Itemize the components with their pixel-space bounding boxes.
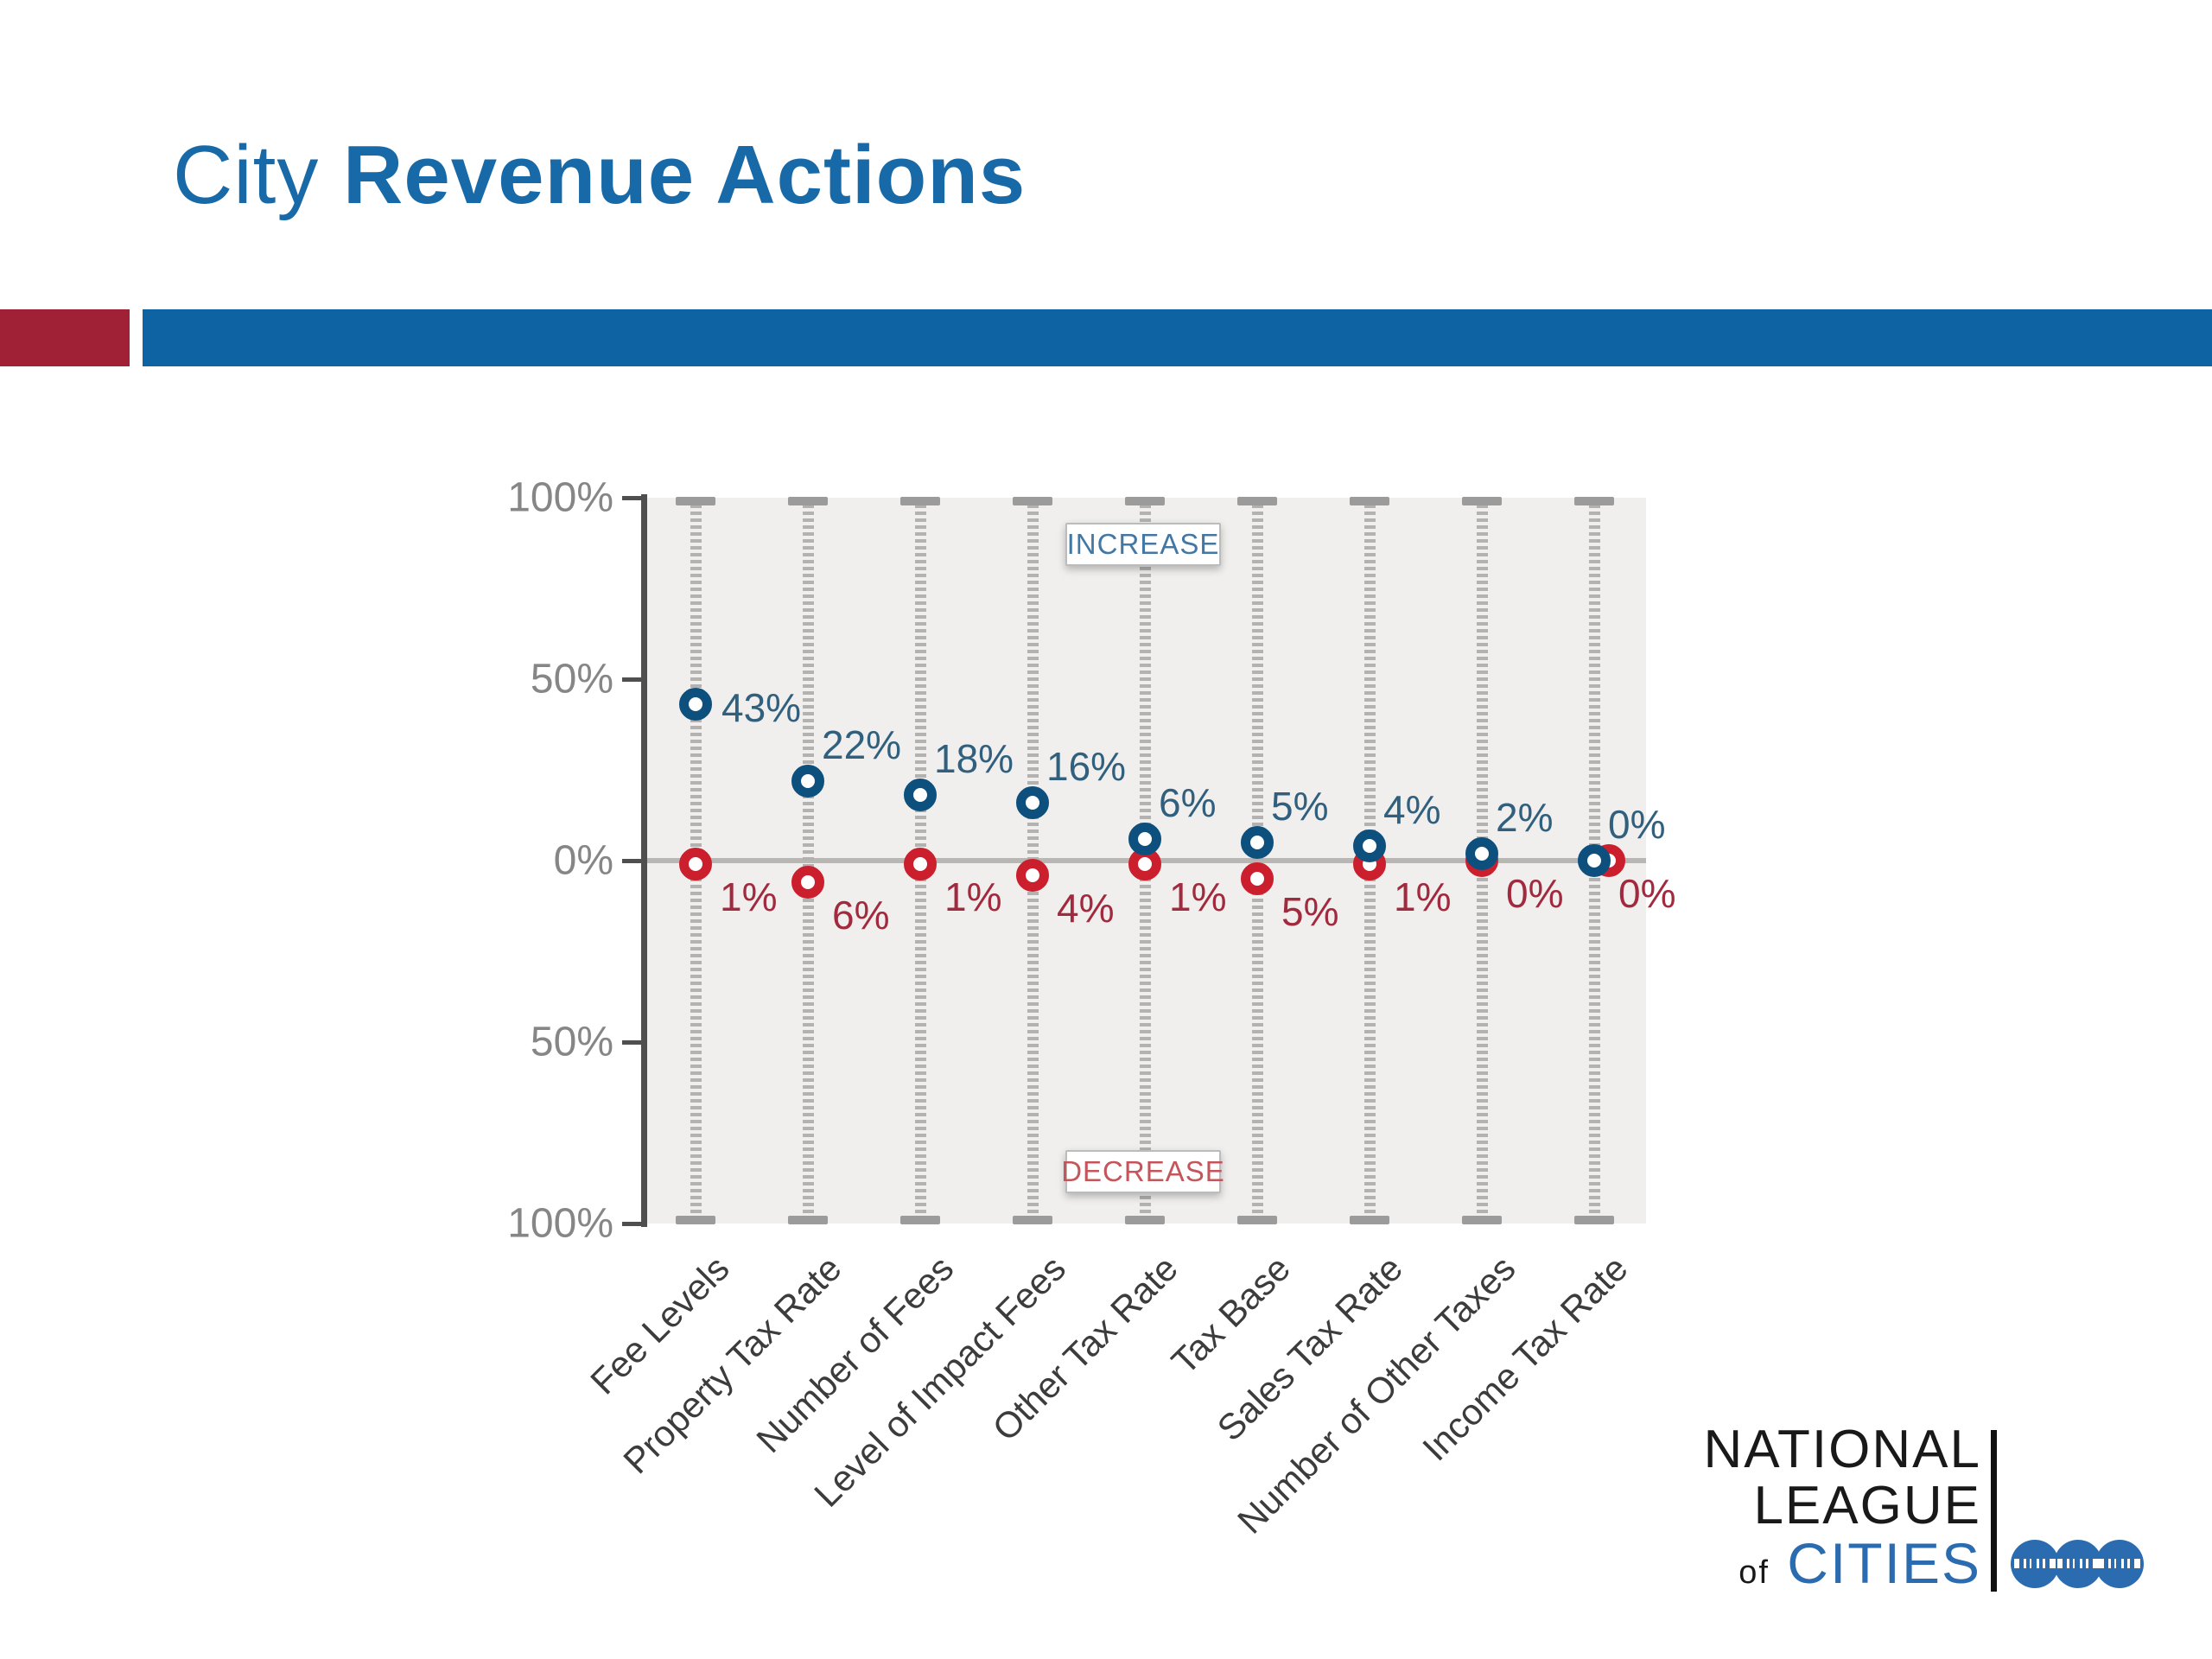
- stem-bottom-cap: [1237, 1216, 1277, 1224]
- increase-annotation-label: INCREASE: [1066, 528, 1220, 560]
- increase-marker: [1465, 836, 1498, 870]
- stem-bottom-cap: [1013, 1216, 1052, 1224]
- increase-value-label: 6%: [1159, 779, 1217, 825]
- y-axis-tick-label: 100%: [507, 1200, 613, 1247]
- stem-bottom-cap: [1462, 1216, 1502, 1224]
- increase-value-label: 16%: [1046, 743, 1127, 789]
- y-axis-line: [641, 494, 647, 1227]
- decrease-annotation-label: DECREASE: [1061, 1155, 1225, 1187]
- increase-value-label: 5%: [1271, 784, 1329, 829]
- logo-line-of-cities: of CITIES: [1704, 1534, 1981, 1602]
- y-axis-tick: [622, 496, 643, 500]
- city-skyline-circles-icon: [2011, 1540, 2144, 1588]
- stem-top-cap: [676, 497, 715, 505]
- increase-marker: [904, 779, 937, 812]
- decrease-marker: [791, 866, 824, 899]
- increase-marker: [791, 764, 824, 798]
- y-axis-tick-label: 0%: [553, 837, 613, 884]
- decrease-marker: [1241, 862, 1274, 895]
- increase-marker: [1353, 830, 1386, 863]
- increase-value-label: 4%: [1383, 787, 1441, 833]
- logo-line-league: LEAGUE: [1753, 1476, 1981, 1535]
- decrease-value-label: 4%: [1057, 885, 1115, 931]
- national-league-of-cities-logo: NATIONAL LEAGUE of CITIES: [1642, 1421, 2177, 1620]
- increase-value-label: 18%: [934, 736, 1014, 782]
- y-axis-tick-label: 100%: [507, 474, 613, 521]
- stem-top-cap: [1237, 497, 1277, 505]
- category-stem: [802, 505, 814, 1217]
- title-words-revenue-actions: Revenue Actions: [343, 129, 1027, 221]
- y-axis-tick: [622, 859, 643, 863]
- decrease-value-label: 0%: [1618, 871, 1676, 916]
- stem-top-cap: [788, 497, 828, 505]
- logo-text: NATIONAL LEAGUE of CITIES: [1704, 1421, 1981, 1602]
- stem-top-cap: [1574, 497, 1614, 505]
- y-axis-tick: [622, 1222, 643, 1226]
- decrease-marker: [679, 848, 712, 881]
- logo-line-national: NATIONAL: [1703, 1420, 1981, 1479]
- increase-value-label: 2%: [1496, 794, 1554, 840]
- increase-marker: [679, 688, 712, 721]
- stem-top-cap: [1125, 497, 1165, 505]
- increase-value-label: 43%: [721, 685, 802, 731]
- increase-marker: [1241, 826, 1274, 859]
- category-stem: [1251, 505, 1263, 1217]
- increase-value-label: 22%: [822, 721, 902, 767]
- y-axis-tick: [622, 1040, 643, 1045]
- stem-top-cap: [1462, 497, 1502, 505]
- category-label: Number of Fees: [748, 1248, 962, 1461]
- category-label: Income Tax Rate: [1414, 1248, 1636, 1469]
- blue-divider-bar: [143, 309, 2212, 366]
- stem-bottom-cap: [1574, 1216, 1614, 1224]
- stem-bottom-cap: [676, 1216, 715, 1224]
- red-accent-block: [0, 309, 130, 366]
- stem-bottom-cap: [788, 1216, 828, 1224]
- stem-top-cap: [1013, 497, 1052, 505]
- increase-marker: [1016, 785, 1049, 819]
- decrease-value-label: 1%: [1169, 874, 1227, 920]
- decrease-value-label: 1%: [944, 874, 1002, 920]
- decrease-marker: [1016, 858, 1049, 892]
- y-axis-tick: [622, 677, 643, 682]
- y-axis-tick-label: 50%: [530, 1019, 613, 1065]
- stem-bottom-cap: [1350, 1216, 1389, 1224]
- y-axis-tick-label: 50%: [530, 656, 613, 702]
- stem-bottom-cap: [1125, 1216, 1165, 1224]
- logo-word-cities: CITIES: [1787, 1531, 1981, 1595]
- increase-value-label: 0%: [1608, 802, 1666, 847]
- increase-marker: [1578, 844, 1611, 877]
- decrease-value-label: 5%: [1281, 889, 1339, 934]
- page-title: City Revenue Actions: [173, 128, 1026, 223]
- increase-marker: [1128, 822, 1161, 855]
- decrease-value-label: 1%: [1394, 874, 1452, 920]
- stem-top-cap: [1350, 497, 1389, 505]
- stem-top-cap: [900, 497, 940, 505]
- logo-word-of: of: [1738, 1554, 1770, 1591]
- decrease-value-label: 1%: [720, 874, 778, 920]
- logo-divider-bar: [1991, 1430, 1997, 1592]
- stem-bottom-cap: [900, 1216, 940, 1224]
- title-word-city: City: [173, 129, 320, 221]
- decrease-marker: [904, 848, 937, 881]
- decrease-annotation-box: DECREASE: [1061, 1150, 1224, 1193]
- increase-annotation-box: INCREASE: [1065, 523, 1221, 566]
- decrease-value-label: 0%: [1506, 871, 1564, 916]
- decrease-value-label: 6%: [832, 893, 890, 938]
